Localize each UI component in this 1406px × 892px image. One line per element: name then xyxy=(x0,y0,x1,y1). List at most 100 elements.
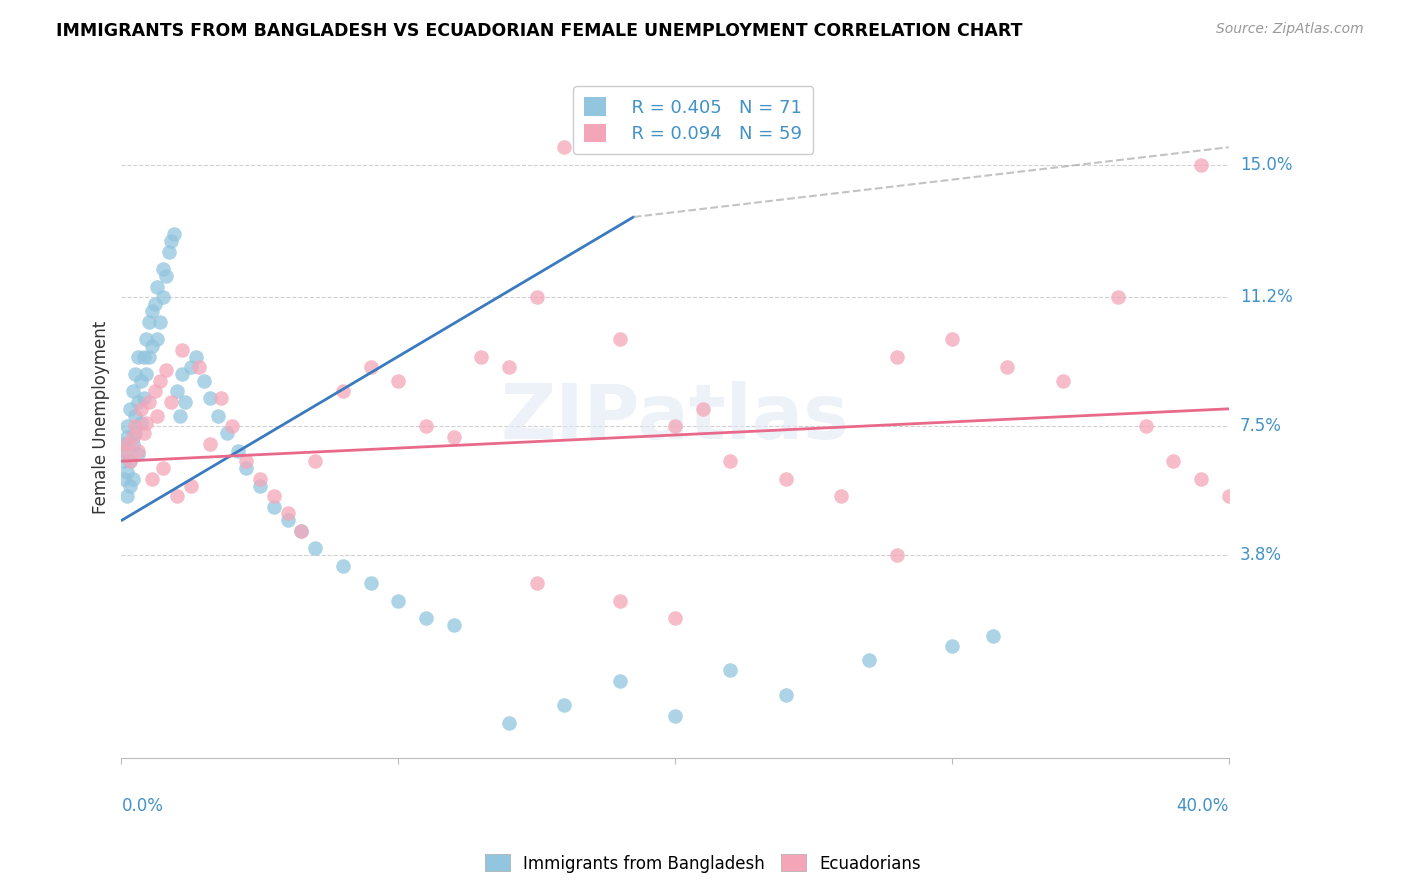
Y-axis label: Female Unemployment: Female Unemployment xyxy=(93,321,110,514)
Point xyxy=(526,576,548,591)
Point xyxy=(207,409,229,423)
Point xyxy=(152,290,174,304)
Point xyxy=(180,478,202,492)
Point xyxy=(226,443,249,458)
Point xyxy=(121,436,143,450)
Point xyxy=(186,350,208,364)
Point xyxy=(132,350,155,364)
Point xyxy=(526,290,548,304)
Point xyxy=(160,235,183,249)
Text: 3.8%: 3.8% xyxy=(1240,546,1282,565)
Point xyxy=(152,461,174,475)
Point xyxy=(249,472,271,486)
Point xyxy=(720,664,742,678)
Point xyxy=(124,367,146,381)
Point xyxy=(127,350,149,364)
Point xyxy=(121,430,143,444)
Point xyxy=(886,350,908,364)
Point xyxy=(188,359,211,374)
Point xyxy=(498,715,520,730)
Point xyxy=(112,443,135,458)
Point xyxy=(720,454,742,468)
Text: 0.0%: 0.0% xyxy=(121,797,163,814)
Point xyxy=(360,576,382,591)
Point xyxy=(995,359,1018,374)
Point xyxy=(129,374,152,388)
Point xyxy=(180,359,202,374)
Point xyxy=(115,489,138,503)
Point xyxy=(127,447,149,461)
Point xyxy=(143,384,166,399)
Point xyxy=(135,367,157,381)
Point xyxy=(166,489,188,503)
Point xyxy=(169,409,191,423)
Point xyxy=(138,315,160,329)
Point xyxy=(609,673,631,688)
Point xyxy=(664,611,686,625)
Point xyxy=(121,472,143,486)
Point xyxy=(304,541,326,556)
Point xyxy=(141,339,163,353)
Point xyxy=(152,262,174,277)
Point xyxy=(127,395,149,409)
Point xyxy=(858,653,880,667)
Point xyxy=(198,436,221,450)
Text: IMMIGRANTS FROM BANGLADESH VS ECUADORIAN FEMALE UNEMPLOYMENT CORRELATION CHART: IMMIGRANTS FROM BANGLADESH VS ECUADORIAN… xyxy=(56,22,1022,40)
Point xyxy=(166,384,188,399)
Point xyxy=(332,384,354,399)
Point xyxy=(775,688,797,702)
Point xyxy=(664,708,686,723)
Point xyxy=(115,465,138,479)
Point xyxy=(160,395,183,409)
Point xyxy=(387,593,409,607)
Point xyxy=(172,367,194,381)
Point xyxy=(1052,374,1074,388)
Point xyxy=(941,639,963,653)
Point xyxy=(149,315,172,329)
Point xyxy=(138,395,160,409)
Point xyxy=(415,611,437,625)
Point xyxy=(174,395,197,409)
Point xyxy=(277,513,299,527)
Point xyxy=(146,409,169,423)
Text: 40.0%: 40.0% xyxy=(1177,797,1229,814)
Point xyxy=(124,409,146,423)
Point xyxy=(1189,158,1212,172)
Point xyxy=(124,419,146,434)
Legend: Immigrants from Bangladesh, Ecuadorians: Immigrants from Bangladesh, Ecuadorians xyxy=(478,847,928,880)
Point xyxy=(141,304,163,318)
Point xyxy=(304,454,326,468)
Point xyxy=(157,244,180,259)
Point xyxy=(146,279,169,293)
Point xyxy=(387,374,409,388)
Point xyxy=(149,374,172,388)
Point xyxy=(1163,454,1185,468)
Point xyxy=(1189,472,1212,486)
Point xyxy=(129,416,152,430)
Text: 7.5%: 7.5% xyxy=(1240,417,1282,435)
Point xyxy=(609,593,631,607)
Point xyxy=(129,401,152,416)
Point xyxy=(124,426,146,441)
Point xyxy=(112,436,135,450)
Point xyxy=(235,454,257,468)
Point xyxy=(830,489,852,503)
Point xyxy=(249,478,271,492)
Point xyxy=(235,461,257,475)
Point xyxy=(609,332,631,346)
Point xyxy=(209,392,232,406)
Point xyxy=(172,343,194,357)
Point xyxy=(553,140,575,154)
Point xyxy=(498,359,520,374)
Point xyxy=(215,426,238,441)
Point xyxy=(112,472,135,486)
Point xyxy=(360,359,382,374)
Point xyxy=(127,443,149,458)
Point xyxy=(983,629,1005,643)
Point xyxy=(143,297,166,311)
Point xyxy=(553,698,575,713)
Point xyxy=(415,419,437,434)
Point xyxy=(263,489,285,503)
Point xyxy=(664,419,686,434)
Point xyxy=(118,401,141,416)
